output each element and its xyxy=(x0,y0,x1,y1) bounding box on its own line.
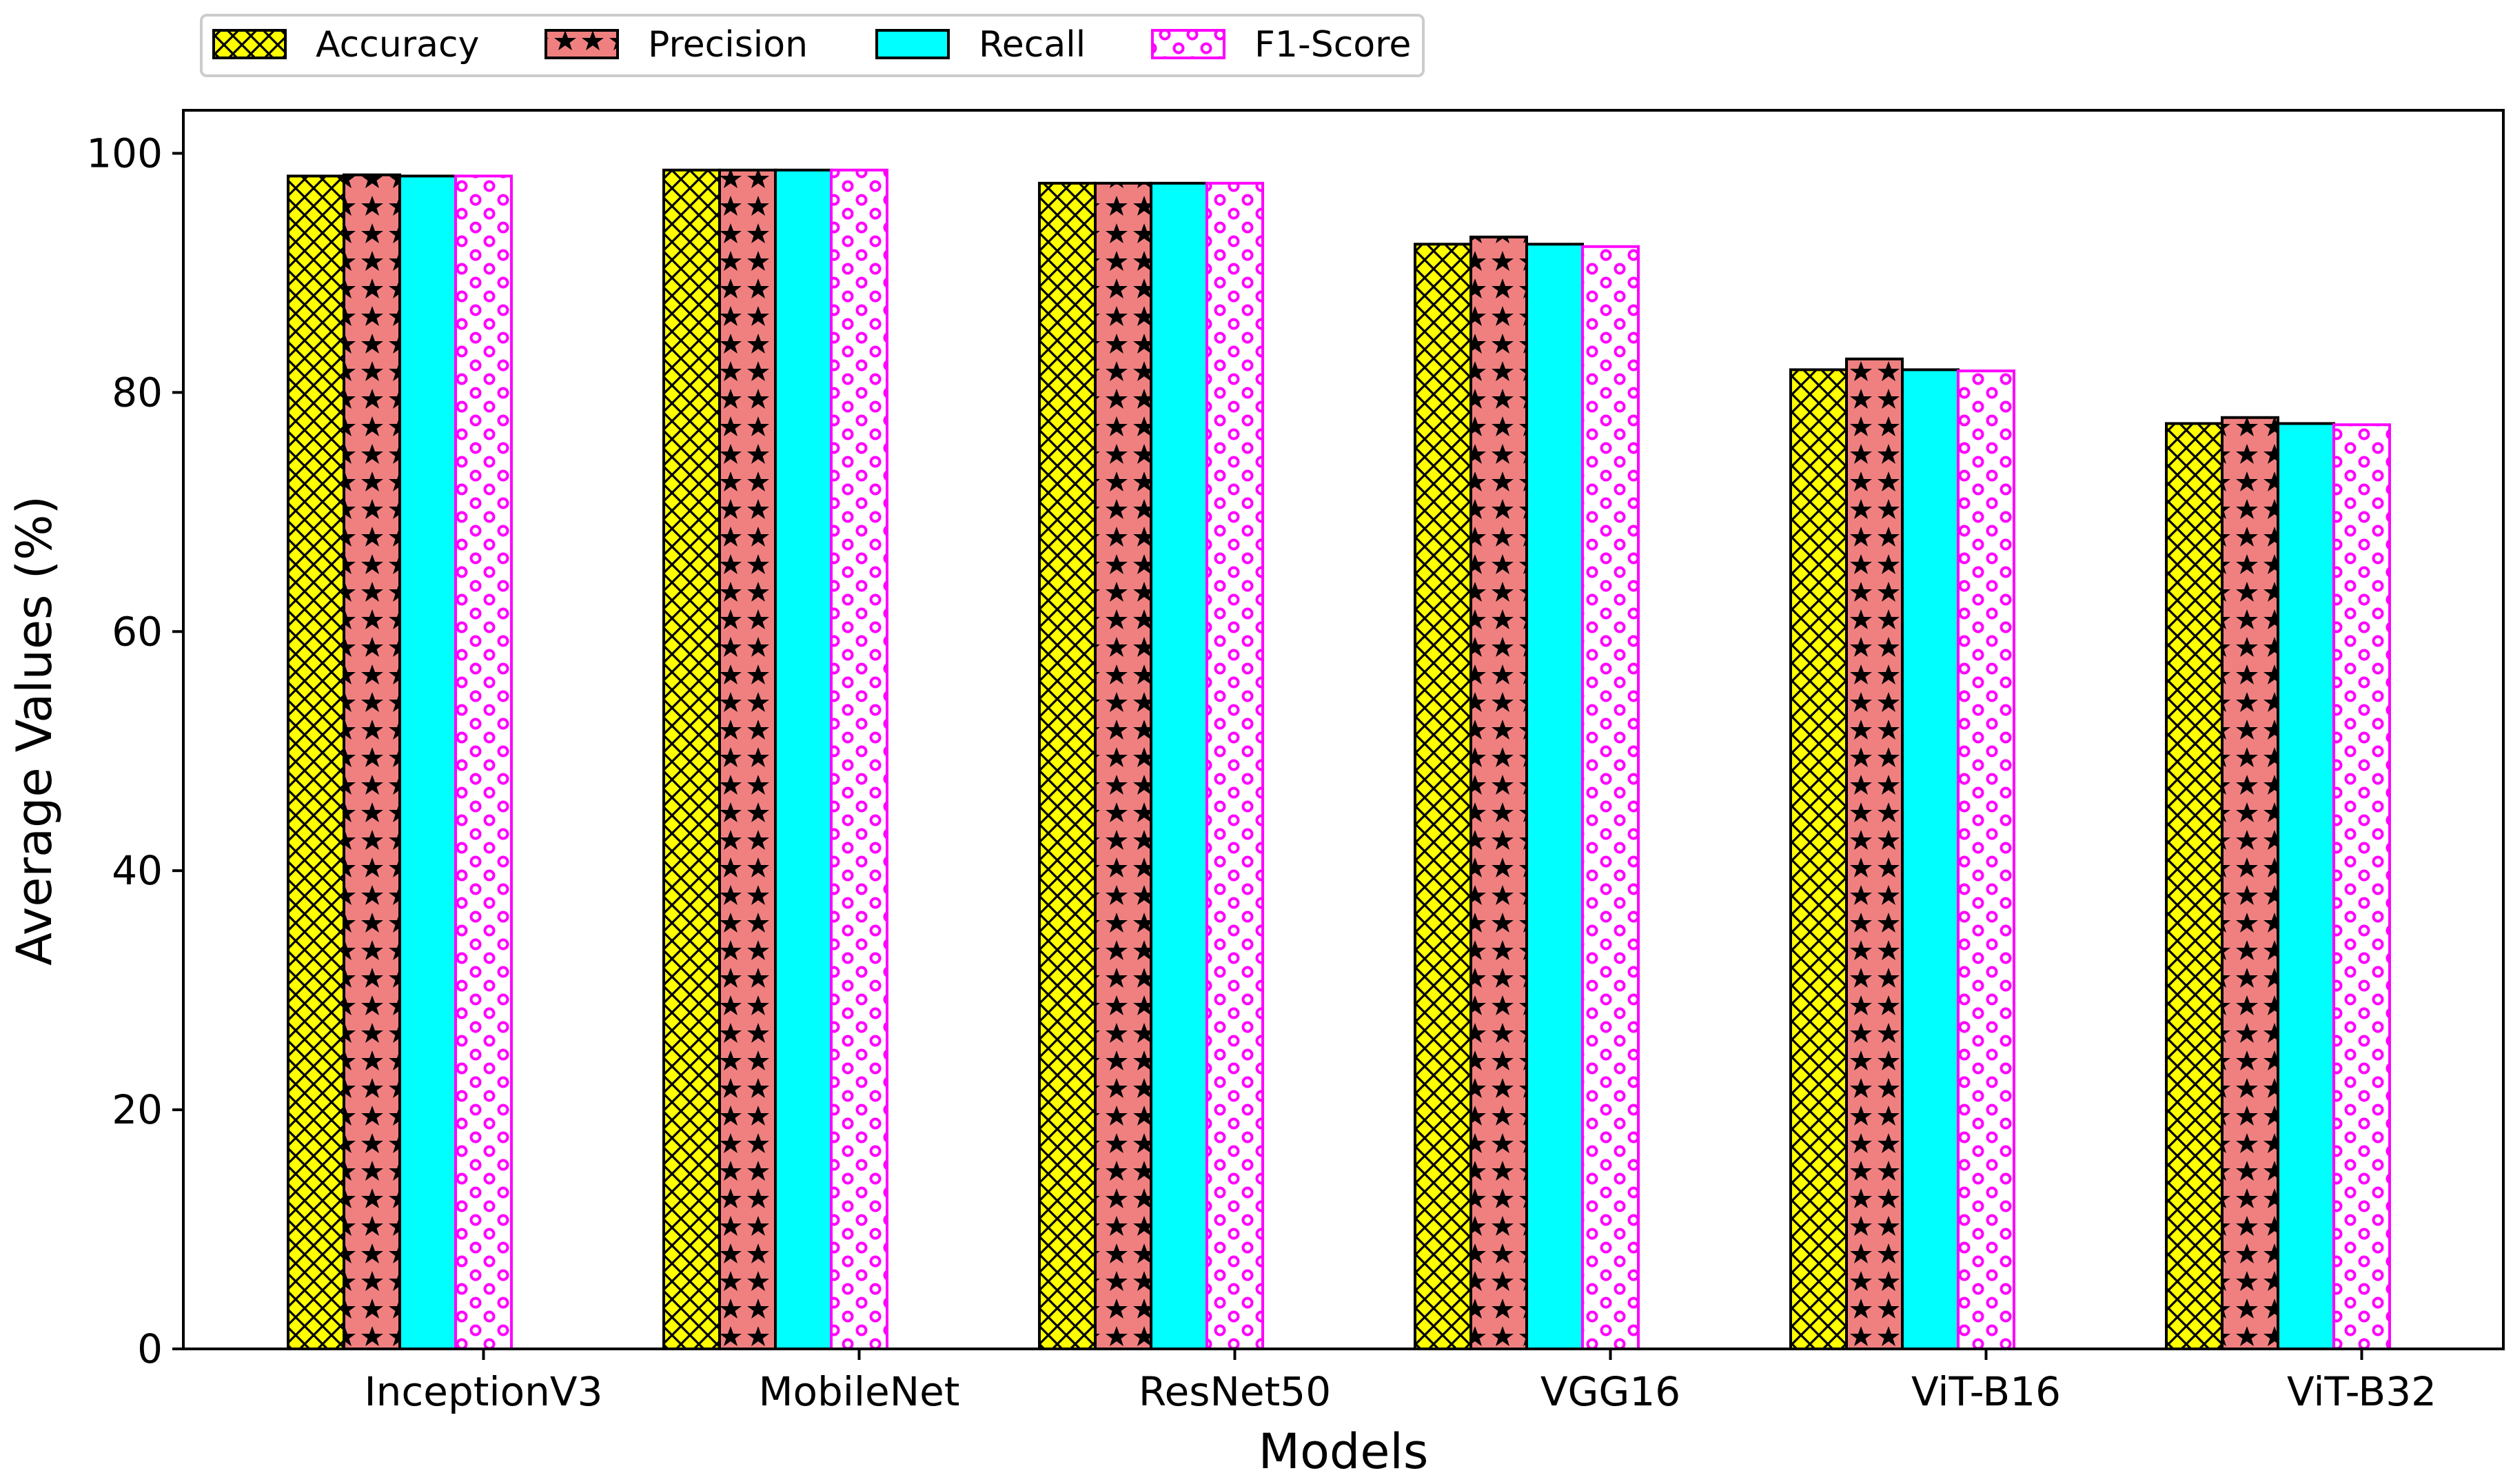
legend-swatch-precision xyxy=(545,29,619,59)
bar-recall-vit-b16 xyxy=(1901,368,1960,1350)
x-tick-label: VGG16 xyxy=(1540,1368,1680,1415)
bar-precision-inceptionv3 xyxy=(343,173,401,1350)
bar-recall-resnet50 xyxy=(1150,181,1208,1351)
bar-f1-score-inceptionv3 xyxy=(454,174,513,1350)
legend-frame xyxy=(200,14,1425,77)
legend-swatch-recall xyxy=(875,29,950,59)
x-axis: InceptionV3 MobileNet ResNet50 VGG16 ViT-B16… xyxy=(365,1349,2436,1415)
bar-accuracy-vit-b16 xyxy=(1789,368,1848,1350)
bar-recall-vit-b32 xyxy=(2277,422,2335,1351)
bar-series xyxy=(287,168,2391,1351)
x-axis-title: Models xyxy=(1259,1423,1429,1480)
legend-swatch-f1-score xyxy=(1151,29,1225,59)
bar-precision-vit-b32 xyxy=(2221,416,2279,1350)
bar-accuracy-resnet50 xyxy=(1038,181,1097,1351)
bar-recall-vgg16 xyxy=(1525,243,1584,1350)
bar-accuracy-mobilenet xyxy=(662,168,721,1351)
y-tick-label: 60 xyxy=(112,608,163,655)
legend-label-f1-score: F1-Score xyxy=(1254,24,1411,65)
y-tick-label: 80 xyxy=(112,369,163,416)
bar-precision-resnet50 xyxy=(1094,181,1152,1351)
x-tick-label: ViT-B32 xyxy=(2287,1368,2436,1415)
plot-frame xyxy=(182,109,2505,1350)
bar-accuracy-vgg16 xyxy=(1414,243,1472,1350)
x-tick-label: InceptionV3 xyxy=(365,1368,603,1415)
legend-swatch-accuracy xyxy=(212,29,287,59)
legend: Accuracy Precision Recall F1-Score xyxy=(200,14,1425,77)
y-axis: 0 20 40 60 80 100 xyxy=(86,130,183,1372)
bar-precision-vit-b16 xyxy=(1845,357,1904,1351)
legend-label-recall: Recall xyxy=(979,24,1086,65)
legend-label-precision: Precision xyxy=(648,24,808,65)
bar-precision-mobilenet xyxy=(718,168,777,1351)
x-tick-label: MobileNet xyxy=(758,1368,959,1415)
bar-f1-score-resnet50 xyxy=(1205,181,1264,1351)
bar-f1-score-vit-b16 xyxy=(1957,369,2015,1350)
y-tick-label: 20 xyxy=(112,1086,163,1133)
bar-accuracy-inceptionv3 xyxy=(287,174,345,1350)
x-tick-label: ResNet50 xyxy=(1139,1368,1331,1415)
bar-f1-score-vit-b32 xyxy=(2332,423,2391,1350)
bar-f1-score-mobilenet xyxy=(830,168,888,1351)
y-tick-label: 0 xyxy=(137,1325,163,1372)
y-tick-label: 100 xyxy=(86,130,163,176)
bar-precision-vgg16 xyxy=(1469,235,1528,1351)
y-axis-title: Average Values (%) xyxy=(6,496,63,966)
bar-accuracy-vit-b32 xyxy=(2165,422,2224,1351)
y-tick-label: 40 xyxy=(112,847,163,894)
legend-label-accuracy: Accuracy xyxy=(316,24,479,65)
bar-recall-inceptionv3 xyxy=(398,174,457,1350)
bar-recall-mobilenet xyxy=(774,168,833,1351)
bar-f1-score-vgg16 xyxy=(1581,245,1640,1350)
x-tick-label: ViT-B16 xyxy=(1911,1368,2061,1415)
